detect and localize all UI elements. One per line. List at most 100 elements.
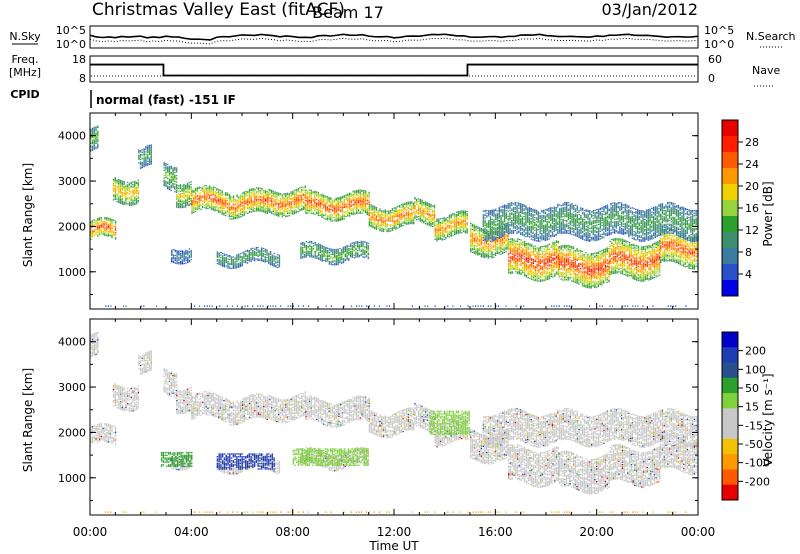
- power-cell: [113, 232, 115, 234]
- power-cell: [114, 179, 116, 182]
- power-cell: [543, 264, 545, 267]
- power-cell: [414, 212, 416, 214]
- power-cell: [288, 195, 291, 198]
- power-cell: [500, 249, 502, 252]
- power-cell: [176, 251, 178, 253]
- power-cell: [413, 206, 415, 208]
- power-cell: [132, 194, 134, 196]
- power-cell: [285, 200, 287, 202]
- power-cell: [402, 212, 404, 214]
- power-cell: [428, 208, 430, 210]
- power-cell: [421, 216, 423, 218]
- power-cell: [346, 255, 348, 257]
- power-cell: [523, 265, 526, 267]
- power-cell: [464, 229, 467, 231]
- power-cell: [432, 214, 434, 216]
- power-cell: [281, 194, 283, 196]
- power-cell: [323, 201, 325, 203]
- power-cell: [411, 213, 413, 216]
- power-cell: [554, 248, 556, 251]
- power-cell: [185, 202, 187, 204]
- power-cell: [328, 196, 330, 199]
- power-cell: [279, 199, 282, 201]
- power-cell: [496, 240, 498, 242]
- power-cell: [424, 201, 427, 203]
- power-cell: [248, 256, 250, 258]
- power-cell: [513, 255, 515, 258]
- power-cell: [333, 210, 336, 212]
- power-cell: [283, 214, 285, 217]
- power-cell: [365, 254, 368, 256]
- power-cell: [343, 218, 345, 220]
- power-cell: [445, 217, 447, 220]
- power-cell: [132, 199, 134, 201]
- power-cell: [373, 220, 376, 222]
- power-cell: [266, 254, 268, 256]
- power-cell: [342, 249, 345, 251]
- power-cell: [185, 252, 187, 254]
- power-cell: [508, 265, 510, 267]
- power-cell: [174, 180, 176, 183]
- power-cell: [243, 196, 245, 199]
- power-cell: [424, 219, 427, 221]
- power-cell: [357, 252, 359, 254]
- power-cell: [423, 201, 425, 204]
- power-cell: [441, 238, 444, 240]
- power-cell: [552, 269, 554, 272]
- power-cell: [310, 249, 313, 252]
- power-cell: [185, 257, 187, 259]
- power-cell: [266, 212, 268, 215]
- power-cell: [343, 201, 345, 203]
- power-cell: [434, 234, 436, 237]
- power-cell: [134, 198, 136, 201]
- power-cell: [321, 198, 323, 201]
- power-cell: [230, 262, 233, 264]
- power-cell: [308, 207, 311, 209]
- power-cell: [229, 258, 231, 261]
- power-cell: [541, 261, 544, 263]
- power-cell: [335, 261, 338, 263]
- power-cell: [183, 188, 185, 191]
- power-cell: [237, 257, 240, 259]
- power-cell: [100, 218, 103, 220]
- power-cell: [496, 248, 498, 251]
- power-cell: [455, 211, 458, 213]
- power-cell: [264, 200, 267, 202]
- power-cell: [275, 258, 277, 260]
- power-cell: [443, 232, 445, 234]
- power-cell: [209, 185, 211, 187]
- power-cell: [275, 261, 277, 263]
- power-cell: [252, 191, 254, 193]
- power-cell: [239, 208, 242, 210]
- power-cell: [221, 191, 223, 194]
- power-cell: [411, 221, 413, 223]
- power-cell: [315, 212, 318, 215]
- power-cell: [128, 200, 131, 203]
- power-cell: [330, 203, 332, 205]
- power-cell: [223, 206, 225, 208]
- power-cell: [368, 203, 371, 205]
- power-cell: [226, 204, 229, 206]
- power-cell: [273, 257, 275, 260]
- power-cell: [501, 252, 504, 254]
- power-cell: [402, 205, 404, 208]
- power-cell: [232, 266, 235, 268]
- power-cell: [252, 187, 254, 190]
- power-cell: [196, 198, 199, 200]
- power-cell: [243, 260, 245, 262]
- power-cell: [198, 197, 200, 200]
- power-cell: [227, 263, 229, 265]
- power-cell: [125, 199, 127, 201]
- power-cell: [299, 206, 301, 208]
- power-cell: [330, 213, 332, 216]
- power-cell: [293, 203, 296, 206]
- power-cell: [97, 137, 99, 139]
- power-cell: [529, 252, 531, 254]
- power-cell: [438, 237, 440, 239]
- power-cell: [247, 203, 249, 206]
- power-cell: [97, 145, 99, 148]
- power-cell: [252, 200, 254, 202]
- power-cell: [172, 172, 174, 174]
- power-cell: [539, 271, 542, 273]
- power-cell: [333, 250, 336, 252]
